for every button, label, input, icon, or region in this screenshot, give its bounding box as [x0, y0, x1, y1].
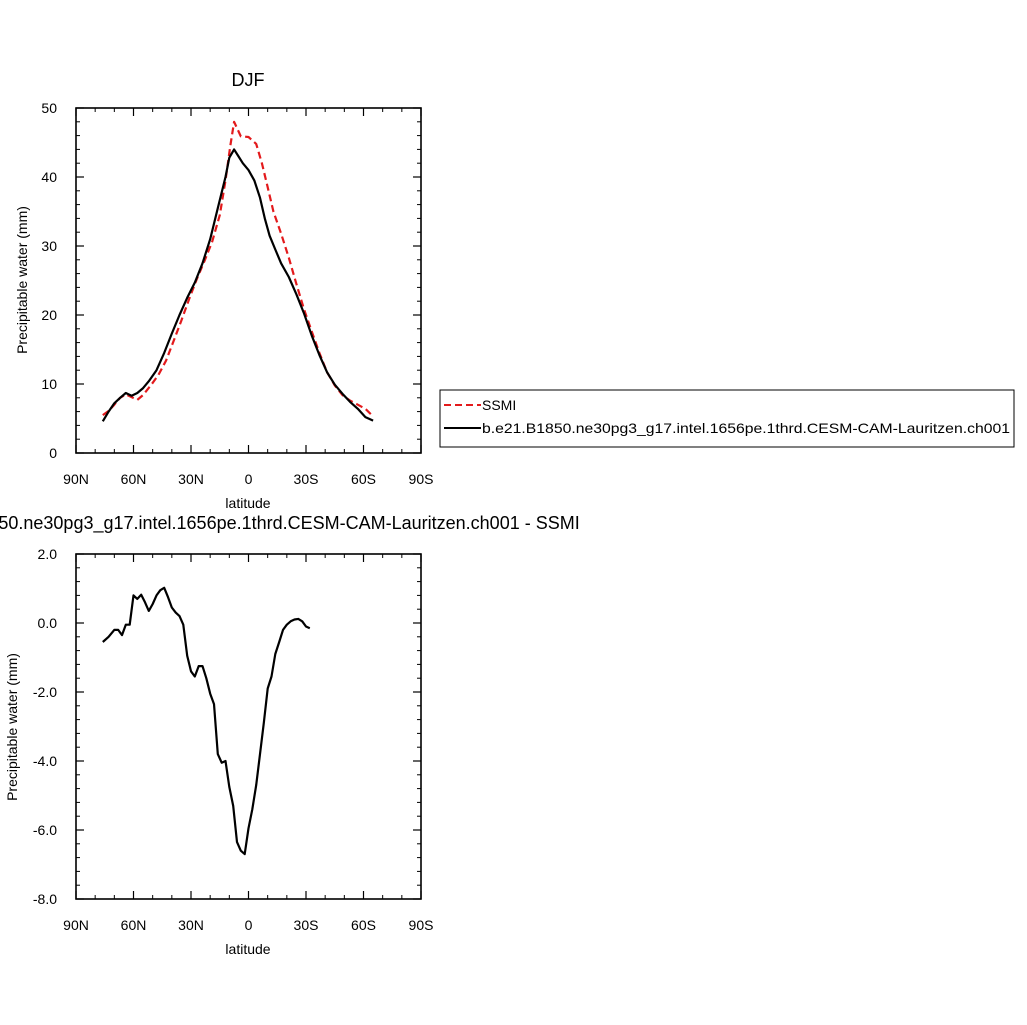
bottom-x-tick-label: 90N [63, 917, 89, 933]
bottom-x-tick-label: 30S [294, 917, 319, 933]
top-x-axis-label: latitude [225, 495, 270, 511]
legend-label-ssmi: SSMI [482, 397, 516, 413]
bottom-y-tick-label: -6.0 [33, 822, 57, 838]
legend: SSMI b.e21.B1850.ne30pg3_g17.intel.1656p… [439, 389, 1015, 448]
bottom-x-tick-label: 90S [409, 917, 434, 933]
top-y-tick-label: 50 [41, 100, 57, 116]
top-x-tick-label: 60S [351, 471, 376, 487]
top-y-axis-label: Precipitable water (mm) [14, 206, 30, 354]
top-panel: DJF Precipitable water (mm) latitude 90N… [14, 70, 433, 511]
top-x-tick-label: 0 [245, 471, 253, 487]
bottom-panel: b.e21.B1850.ne30pg3_g17.intel.1656pe.1th… [0, 513, 580, 957]
top-x-tick-label: 30S [294, 471, 319, 487]
bottom-plot-frame [75, 553, 422, 900]
bottom-x-tick-label: 60S [351, 917, 376, 933]
top-y-tick-label: 20 [41, 307, 57, 323]
top-plot-frame [75, 107, 422, 454]
legend-label-model: b.e21.B1850.ne30pg3_g17.intel.1656pe.1th… [482, 420, 1010, 436]
bottom-x-tick-label: 60N [121, 917, 147, 933]
bottom-x-axis-label: latitude [225, 941, 270, 957]
top-y-tick-label: 0 [49, 445, 57, 461]
bottom-series [102, 586, 311, 856]
bottom-x-tick-label: 0 [245, 917, 253, 933]
bottom-y-tick-label: -2.0 [33, 684, 57, 700]
top-series-line-model [101, 148, 374, 422]
bottom-y-axis-label: Precipitable water (mm) [4, 653, 20, 801]
top-y-tick-label: 40 [41, 169, 57, 185]
top-y-tick-label: 30 [41, 238, 57, 254]
top-x-tick-label: 30N [178, 471, 204, 487]
top-series-line-ssmi [102, 120, 374, 418]
bottom-x-tick-label: 30N [178, 917, 204, 933]
top-x-tick-label: 90N [63, 471, 89, 487]
top-x-ticks: 90N 60N 30N 0 30S 60S 90S [63, 108, 433, 487]
bottom-y-ticks: -8.0 -6.0 -4.0 -2.0 0.0 2.0 [33, 546, 421, 907]
top-y-tick-label: 10 [41, 376, 57, 392]
bottom-y-tick-label: 2.0 [38, 546, 58, 562]
bottom-chart-title: b.e21.B1850.ne30pg3_g17.intel.1656pe.1th… [0, 513, 580, 534]
bottom-series-line-difference [102, 586, 311, 856]
legend-box [439, 389, 1015, 448]
top-series [101, 120, 374, 422]
top-x-tick-label: 90S [409, 471, 434, 487]
bottom-y-tick-label: 0.0 [38, 615, 58, 631]
bottom-y-tick-label: -8.0 [33, 891, 57, 907]
top-chart-title: DJF [232, 70, 265, 90]
bottom-x-ticks: 90N 60N 30N 0 30S 60S 90S [63, 554, 433, 933]
top-x-tick-label: 60N [121, 471, 147, 487]
bottom-y-tick-label: -4.0 [33, 753, 57, 769]
